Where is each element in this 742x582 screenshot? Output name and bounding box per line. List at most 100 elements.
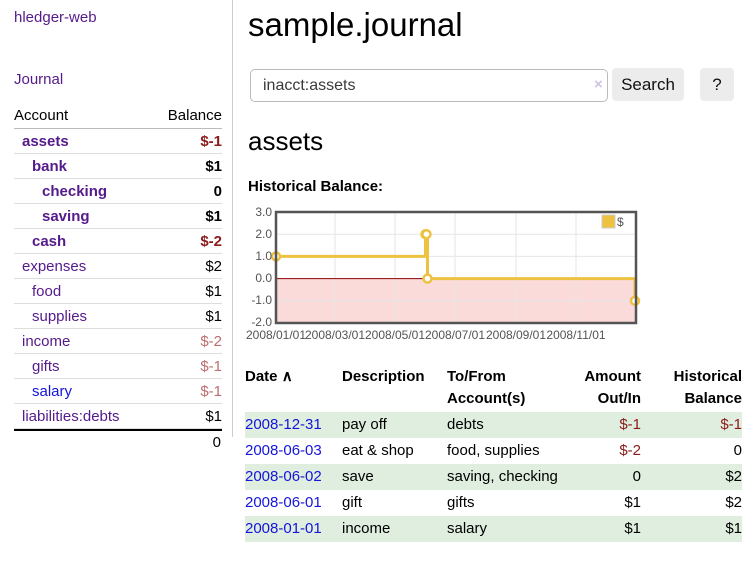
accounts-total-row: 0 [14,429,222,451]
transaction-accounts: gifts [447,494,475,511]
account-link-gifts[interactable]: gifts [32,357,60,375]
legend-swatch [601,214,616,229]
account-balance: $-1 [200,132,222,150]
transaction-accounts: salary [447,520,488,537]
account-link-income[interactable]: income [22,332,71,350]
register-account-heading: assets [248,126,324,156]
header-balance: Historical Balance [673,368,742,407]
transaction-date-link[interactable]: 2008-06-01 [245,494,322,511]
account-balance: $-2 [200,232,222,250]
accounts-table: Account Balance assets $-1 bank $1 check… [14,105,222,451]
account-link-supplies[interactable]: supplies [32,307,88,325]
sort-asc-icon: ∧ [281,368,293,385]
transaction-amount: $-2 [619,442,641,459]
account-balance: $1 [205,282,222,300]
register-table-header: Date ∧ Description To/From Account(s) Am… [245,364,742,412]
transaction-date-link[interactable]: 2008-06-03 [245,442,322,459]
app-brand-link[interactable]: hledger-web [14,9,97,26]
x-axis-labels: 2008/01/01 2008/03/01 2008/05/01 2008/07… [246,328,606,342]
table-row: 2008-06-01 gift gifts $1 $2 [245,490,742,516]
account-balance: $1 [205,207,222,225]
chart-title: Historical Balance: [248,178,384,195]
register-table: Date ∧ Description To/From Account(s) Am… [245,364,742,542]
header-accounts: To/From Account(s) [447,368,526,407]
accounts-total-value: 0 [212,434,221,451]
account-row-saving: saving $1 [14,204,222,229]
transaction-balance: $2 [725,494,742,511]
table-row: 2008-01-01 income salary $1 $1 [245,516,742,542]
svg-text:2.0: 2.0 [255,227,272,241]
account-balance: $2 [205,257,222,275]
transaction-description: income [342,520,391,537]
svg-text:3.0: 3.0 [255,205,272,219]
transaction-description: save [342,468,374,485]
svg-text:2008/01/01: 2008/01/01 [246,328,306,342]
svg-text:0.0: 0.0 [255,271,272,285]
table-row: 2008-06-03 eat & shop food, supplies $-2… [245,438,742,464]
account-balance: $1 [205,157,222,175]
search-input[interactable] [250,69,608,102]
transaction-balance: 0 [733,442,742,459]
transaction-description: gift [342,494,363,511]
account-row-bank: bank $1 [14,154,222,179]
transaction-amount: 0 [632,468,641,485]
sidebar-item-journal[interactable]: Journal [14,71,64,88]
account-link-liabilities-debts[interactable]: liabilities:debts [22,407,120,425]
account-balance: $1 [205,307,222,325]
transaction-balance: $1 [725,520,742,537]
transaction-date-link[interactable]: 2008-06-02 [245,468,322,485]
transaction-amount: $1 [624,520,641,537]
table-row: 2008-12-31 pay off debts $-1 $-1 [245,412,742,438]
account-link-expenses[interactable]: expenses [22,257,87,275]
svg-text:2008/07/01: 2008/07/01 [425,328,485,342]
account-row-gifts: gifts $-1 [14,354,222,379]
account-link-saving[interactable]: saving [42,207,90,225]
account-row-supplies: supplies $1 [14,304,222,329]
account-link-salary[interactable]: salary [32,382,73,400]
header-description: Description [342,368,425,385]
historical-balance-chart[interactable]: $ 3.0 2.0 1.0 0.0 -1.0 -2.0 2008/01/01 2… [246,203,742,345]
search-button[interactable]: Search [612,68,684,101]
svg-text:2008/05/01: 2008/05/01 [365,328,425,342]
account-row-cash: cash $-2 [14,229,222,254]
transaction-accounts: saving, checking [447,468,558,485]
page-title: sample.journal [248,6,463,43]
account-row-salary: salary $-1 [14,379,222,404]
account-balance: $-1 [200,357,222,375]
transaction-accounts: food, supplies [447,442,540,459]
account-row-food: food $1 [14,279,222,304]
header-date[interactable]: Date ∧ [245,368,293,385]
account-row-expenses: expenses $2 [14,254,222,279]
transaction-amount: $-1 [619,416,641,433]
account-row-income: income $-2 [14,329,222,354]
account-balance: $-2 [200,332,222,350]
account-link-cash[interactable]: cash [32,232,67,250]
account-row-liabilities-debts: liabilities:debts $1 [14,404,222,429]
account-link-bank[interactable]: bank [32,157,68,175]
plot-border [274,210,638,325]
svg-text:2008/09/01: 2008/09/01 [486,328,546,342]
svg-text:2008/03/01: 2008/03/01 [305,328,365,342]
account-link-food[interactable]: food [32,282,62,300]
account-balance: 0 [213,182,222,200]
transaction-description: pay off [342,416,387,433]
transaction-description: eat & shop [342,442,414,459]
transaction-balance: $-1 [720,416,742,433]
table-row: 2008-06-02 save saving, checking 0 $2 [245,464,742,490]
transaction-date-link[interactable]: 2008-12-31 [245,416,322,433]
account-row-checking: checking 0 [14,179,222,204]
transaction-amount: $1 [624,494,641,511]
header-amount: Amount Out/In [584,368,641,407]
transaction-accounts: debts [447,416,484,433]
accounts-header-account: Account [14,107,69,124]
svg-text:1.0: 1.0 [255,249,272,263]
account-link-checking[interactable]: checking [42,182,108,200]
y-axis-labels: 3.0 2.0 1.0 0.0 -1.0 -2.0 [251,205,272,329]
clear-search-icon[interactable]: × [594,76,603,93]
account-balance: $1 [205,407,222,425]
help-button[interactable]: ? [700,68,734,101]
account-link-assets[interactable]: assets [22,132,69,150]
transaction-date-link[interactable]: 2008-01-01 [245,520,322,537]
accounts-table-header: Account Balance [14,105,222,129]
